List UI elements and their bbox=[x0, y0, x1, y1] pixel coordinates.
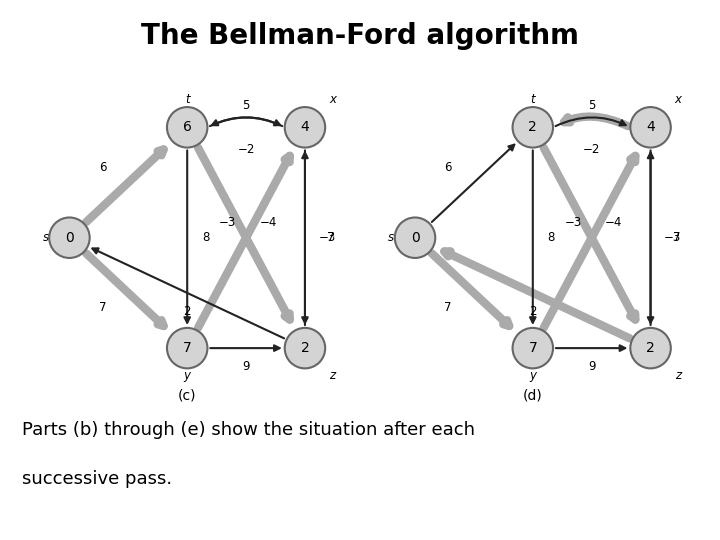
FancyArrowPatch shape bbox=[198, 156, 289, 328]
Text: 9: 9 bbox=[243, 360, 250, 373]
FancyArrowPatch shape bbox=[544, 156, 635, 328]
FancyArrowPatch shape bbox=[530, 150, 536, 323]
Text: 8: 8 bbox=[547, 231, 555, 244]
Text: 7: 7 bbox=[672, 231, 680, 244]
Circle shape bbox=[630, 107, 671, 147]
Text: (d): (d) bbox=[523, 389, 543, 403]
FancyArrowPatch shape bbox=[444, 251, 630, 339]
FancyArrowPatch shape bbox=[556, 346, 625, 351]
Text: −4: −4 bbox=[605, 217, 623, 230]
FancyArrowPatch shape bbox=[86, 253, 163, 326]
FancyArrowPatch shape bbox=[86, 150, 163, 222]
Circle shape bbox=[630, 328, 671, 368]
Text: 2: 2 bbox=[528, 120, 537, 134]
Text: 7: 7 bbox=[183, 341, 192, 355]
FancyArrowPatch shape bbox=[648, 153, 653, 325]
Circle shape bbox=[513, 107, 553, 147]
Text: x: x bbox=[675, 93, 682, 106]
Text: 7: 7 bbox=[528, 341, 537, 355]
FancyArrowPatch shape bbox=[544, 147, 635, 320]
Circle shape bbox=[49, 218, 90, 258]
FancyArrowPatch shape bbox=[648, 150, 653, 323]
Text: 7: 7 bbox=[444, 301, 452, 314]
Circle shape bbox=[513, 328, 553, 368]
Text: −3: −3 bbox=[664, 231, 681, 244]
Text: 8: 8 bbox=[202, 231, 210, 244]
Text: t: t bbox=[185, 93, 189, 106]
Text: t: t bbox=[531, 93, 535, 106]
FancyArrowPatch shape bbox=[184, 150, 190, 323]
FancyArrowPatch shape bbox=[92, 248, 284, 339]
FancyArrowPatch shape bbox=[302, 150, 307, 323]
Text: 6: 6 bbox=[444, 161, 452, 174]
Text: 7: 7 bbox=[99, 301, 107, 314]
FancyArrowPatch shape bbox=[210, 117, 280, 126]
Text: 2: 2 bbox=[529, 305, 536, 318]
Circle shape bbox=[167, 328, 207, 368]
Text: successive pass.: successive pass. bbox=[22, 470, 172, 488]
Text: −3: −3 bbox=[564, 217, 582, 230]
Text: y: y bbox=[184, 369, 191, 382]
Text: −3: −3 bbox=[318, 231, 336, 244]
Circle shape bbox=[284, 328, 325, 368]
Text: −2: −2 bbox=[238, 143, 255, 156]
Text: s: s bbox=[388, 231, 394, 244]
Text: 2: 2 bbox=[184, 305, 191, 318]
Text: 0: 0 bbox=[410, 231, 420, 245]
FancyArrowPatch shape bbox=[198, 147, 289, 320]
Text: z: z bbox=[330, 369, 336, 382]
FancyArrowPatch shape bbox=[212, 117, 282, 126]
Text: 6: 6 bbox=[183, 120, 192, 134]
FancyArrowPatch shape bbox=[432, 253, 509, 326]
Text: The Bellman-Ford algorithm: The Bellman-Ford algorithm bbox=[141, 22, 579, 50]
Text: 9: 9 bbox=[588, 360, 595, 373]
FancyArrowPatch shape bbox=[302, 153, 307, 325]
Text: 5: 5 bbox=[243, 99, 250, 112]
Text: 2: 2 bbox=[300, 341, 310, 355]
Text: 2: 2 bbox=[646, 341, 655, 355]
FancyArrowPatch shape bbox=[432, 145, 514, 222]
FancyArrowPatch shape bbox=[564, 117, 628, 126]
Text: 0: 0 bbox=[65, 231, 74, 245]
Text: 5: 5 bbox=[588, 99, 595, 112]
Text: Parts (b) through (e) show the situation after each: Parts (b) through (e) show the situation… bbox=[22, 421, 474, 439]
Text: x: x bbox=[329, 93, 336, 106]
FancyArrowPatch shape bbox=[210, 346, 279, 351]
Circle shape bbox=[284, 107, 325, 147]
Text: z: z bbox=[675, 369, 681, 382]
Circle shape bbox=[395, 218, 436, 258]
Text: −2: −2 bbox=[583, 143, 600, 156]
Text: y: y bbox=[529, 369, 536, 382]
Text: −3: −3 bbox=[219, 217, 236, 230]
Text: s: s bbox=[42, 231, 48, 244]
Text: −4: −4 bbox=[259, 217, 277, 230]
Text: 7: 7 bbox=[327, 231, 335, 244]
Circle shape bbox=[167, 107, 207, 147]
Text: 6: 6 bbox=[99, 161, 107, 174]
FancyArrowPatch shape bbox=[556, 117, 626, 126]
Text: 4: 4 bbox=[300, 120, 310, 134]
Text: (c): (c) bbox=[178, 389, 197, 403]
Text: 4: 4 bbox=[646, 120, 655, 134]
